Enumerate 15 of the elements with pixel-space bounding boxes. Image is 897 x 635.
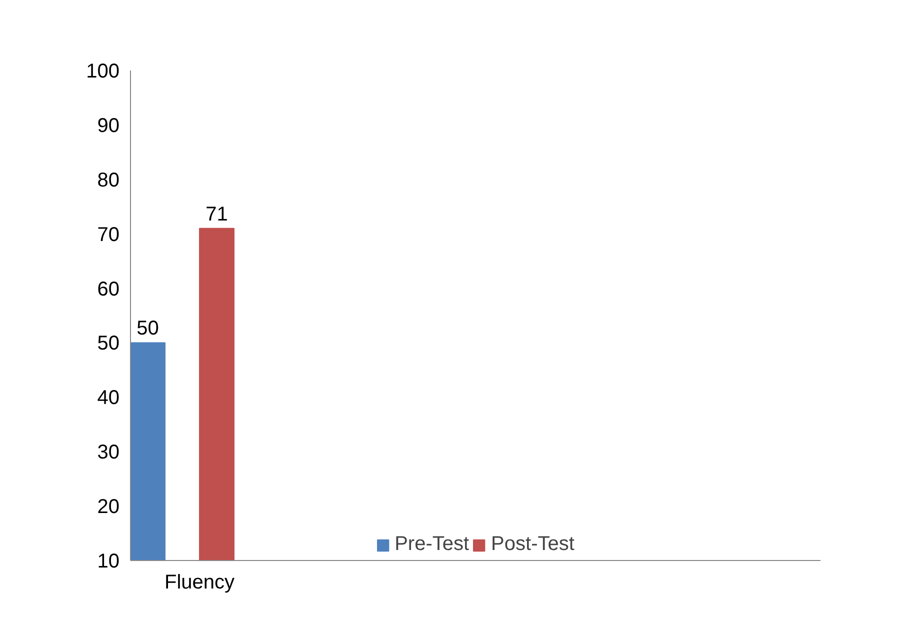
y-tick-label: 80 xyxy=(97,169,120,192)
y-tick-label: 100 xyxy=(86,60,120,82)
legend-label: Post-Test xyxy=(491,533,574,556)
y-tick-label: 50 xyxy=(97,332,120,355)
y-tick-label: 10 xyxy=(97,550,120,572)
y-tick-label: 70 xyxy=(97,224,120,246)
y-tick-label: 60 xyxy=(97,278,120,300)
y-tick-label: 40 xyxy=(97,387,120,410)
y-tick-label: 20 xyxy=(97,496,120,518)
legend-label: Pre-Test xyxy=(394,533,470,556)
x-tick-label: Fluency xyxy=(164,572,235,594)
data-label: 71 xyxy=(206,203,228,226)
y-tick-label: 30 xyxy=(97,442,120,464)
y-tick-label: 90 xyxy=(97,114,120,137)
data-label: 50 xyxy=(136,318,159,340)
